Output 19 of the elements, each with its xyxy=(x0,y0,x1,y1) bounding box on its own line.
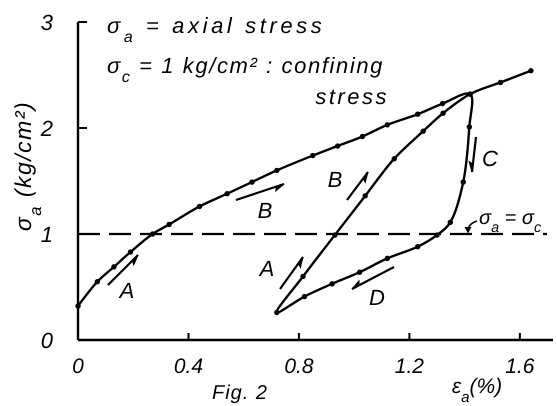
x-tick-label: 0.8 xyxy=(284,355,314,378)
x-tick-label: 0.4 xyxy=(174,355,204,378)
x-tick-label: 1.6 xyxy=(505,355,535,378)
annotation: C xyxy=(482,146,498,170)
x-tick-label: 0 xyxy=(72,355,84,378)
annotation: B xyxy=(328,166,342,192)
annotation: B xyxy=(258,198,272,222)
annotation: σ$_{c}$ = 1 kg/cm² : confining stress xyxy=(107,53,389,109)
y-tick-label: 3 xyxy=(40,10,54,34)
annotation: D xyxy=(369,284,386,310)
annotation: σ$_{a}$ = axial stress xyxy=(107,13,326,46)
annotation: A xyxy=(118,278,134,302)
y-tick-label: 1 xyxy=(40,222,53,246)
x-axis-title: ε$_{a}$(%) xyxy=(452,375,502,406)
ref-line-label: σ$_{a}$ = σ$_{c}$ xyxy=(479,207,542,236)
y-tick-label: 0 xyxy=(40,328,54,352)
caption: Fig. 2 xyxy=(212,382,268,404)
x-tick-label: 1.2 xyxy=(394,355,424,378)
annotation: A xyxy=(258,256,274,280)
